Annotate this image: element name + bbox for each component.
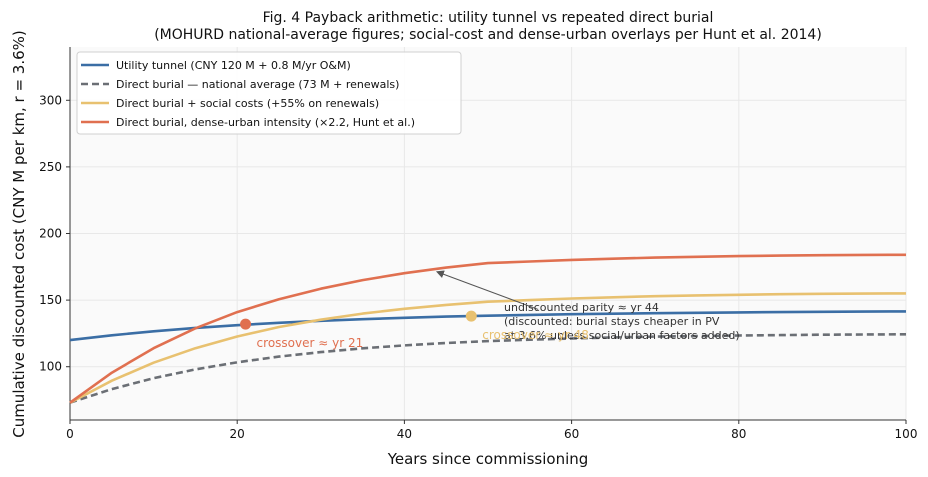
crossover-marker-1 [240, 318, 252, 330]
x-tick-label: 100 [895, 427, 918, 441]
crossover-marker-2 [465, 310, 477, 322]
legend-box [76, 51, 462, 135]
crossover-label-2: crossover ≈ yr 48 [482, 328, 589, 342]
annotation-arrow [435, 270, 539, 310]
chart-subtitle: (MOHURD national-average figures; social… [154, 27, 822, 43]
annotation-text: undiscounted parity ≈ yr 44 [504, 301, 659, 314]
y-tick-label: 100 [39, 360, 62, 374]
x-tick-label: 20 [230, 427, 245, 441]
series-line-3 [69, 292, 907, 404]
annotation-text: at 3.6% unless social/urban factors adde… [504, 329, 740, 342]
legend-label-3: Direct burial + social costs (+55% on re… [116, 97, 379, 110]
series-line-4 [69, 253, 907, 404]
y-tick-label: 200 [39, 227, 62, 241]
series-line-1 [69, 310, 907, 342]
x-tick-label: 80 [731, 427, 746, 441]
annotation-text: (discounted: burial stays cheaper in PV [504, 315, 720, 328]
x-tick-label: 0 [66, 427, 74, 441]
x-axis-label: Years since commissioning [387, 450, 589, 468]
legend-label-1: Utility tunnel (CNY 120 M + 0.8 M/yr O&M… [116, 59, 351, 72]
y-tick-label: 150 [39, 293, 62, 307]
y-tick-label: 250 [39, 160, 62, 174]
crossover-label-1: crossover ≈ yr 21 [257, 336, 364, 350]
x-tick-label: 40 [397, 427, 412, 441]
legend-label-2: Direct burial — national average (73 M +… [116, 78, 399, 91]
y-tick-label: 300 [39, 93, 62, 107]
legend: Utility tunnel (CNY 120 M + 0.8 M/yr O&M… [76, 51, 462, 135]
chart-title: Fig. 4 Payback arithmetic: utility tunne… [263, 10, 714, 26]
legend-label-4: Direct burial, dense-urban intensity (×2… [116, 116, 415, 129]
series-line-2 [69, 333, 907, 404]
y-axis-label: Cumulative discounted cost (CNY M per km… [10, 30, 28, 438]
x-tick-label: 60 [564, 427, 579, 441]
